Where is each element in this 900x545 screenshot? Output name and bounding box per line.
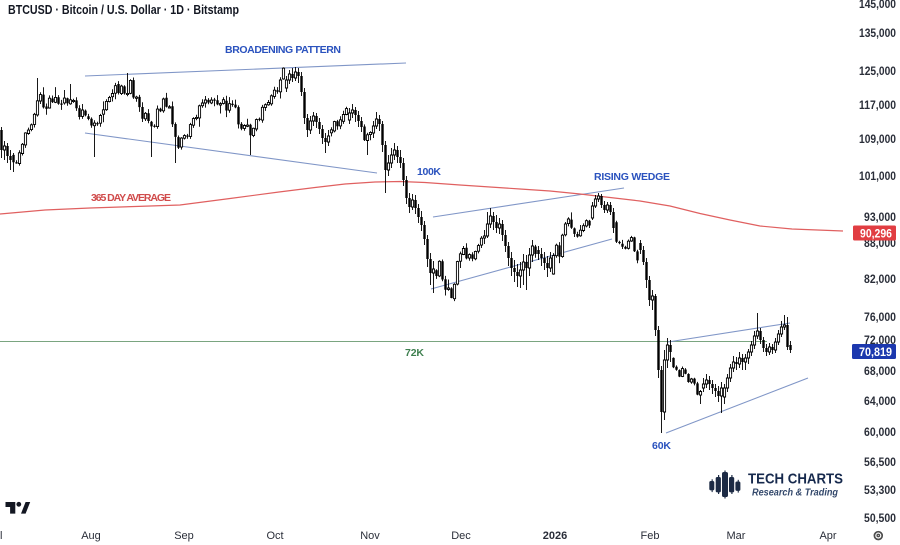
- svg-text:60K: 60K: [652, 440, 671, 452]
- svg-text:100K: 100K: [417, 166, 441, 178]
- svg-text:BROADENING PATTERN: BROADENING PATTERN: [225, 44, 341, 56]
- svg-text:90,296: 90,296: [860, 229, 892, 241]
- svg-text:56,500: 56,500: [864, 457, 896, 469]
- svg-text:76,000: 76,000: [864, 312, 896, 324]
- svg-text:Oct: Oct: [266, 530, 283, 542]
- svg-text:135,000: 135,000: [859, 28, 896, 40]
- svg-text:88,000: 88,000: [864, 238, 896, 250]
- svg-text:Nov: Nov: [360, 530, 380, 542]
- svg-text:60,000: 60,000: [864, 427, 896, 439]
- svg-text:Dec: Dec: [451, 530, 471, 542]
- svg-text:145,000: 145,000: [859, 0, 896, 11]
- svg-text:64,000: 64,000: [864, 396, 896, 408]
- svg-text:Aug: Aug: [81, 530, 101, 542]
- svg-text:Research & Trading: Research & Trading: [752, 488, 838, 499]
- svg-text:2026: 2026: [543, 530, 567, 542]
- svg-text:Sep: Sep: [174, 530, 194, 542]
- svg-text:68,000: 68,000: [864, 366, 896, 378]
- svg-text:BTCUSD · Bitcoin / U.S. Dollar: BTCUSD · Bitcoin / U.S. Dollar · 1D · Bi…: [8, 2, 239, 17]
- svg-text:50,500: 50,500: [864, 513, 896, 525]
- svg-text:93,000: 93,000: [864, 212, 896, 224]
- svg-text:101,000: 101,000: [859, 171, 896, 183]
- svg-text:l: l: [0, 530, 2, 542]
- svg-text:82,000: 82,000: [864, 274, 896, 286]
- svg-text:TECH CHARTS: TECH CHARTS: [748, 471, 843, 488]
- svg-text:109,000: 109,000: [859, 134, 896, 146]
- svg-text:125,000: 125,000: [859, 66, 896, 78]
- svg-text:Apr: Apr: [819, 530, 836, 542]
- svg-text:Mar: Mar: [727, 530, 746, 542]
- svg-text:RISING WEDGE: RISING WEDGE: [594, 171, 670, 183]
- svg-text:53,300: 53,300: [864, 485, 896, 497]
- svg-text:72K: 72K: [405, 347, 424, 359]
- svg-text:365 DAY AVERAGE: 365 DAY AVERAGE: [91, 192, 171, 204]
- svg-text:Feb: Feb: [641, 530, 660, 542]
- svg-text:70,819: 70,819: [859, 347, 892, 359]
- svg-text:117,000: 117,000: [859, 100, 896, 112]
